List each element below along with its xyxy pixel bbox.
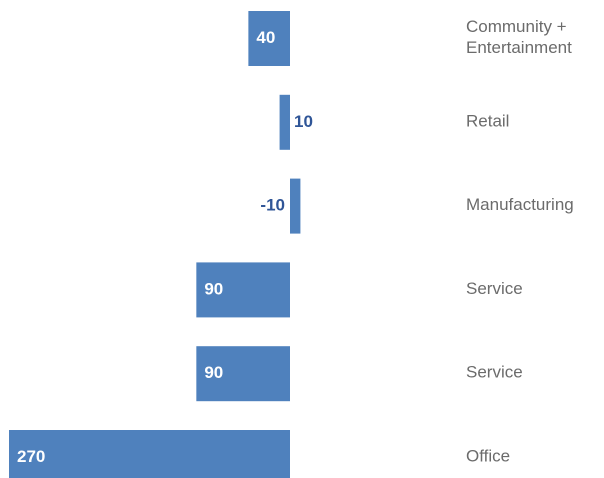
bar-value-label: 90 [204,363,223,382]
bar-row: -10 Manufacturing [260,178,574,234]
bar-value-label: 270 [17,447,45,466]
category-label-line: Retail [466,112,509,131]
bar-row: 270 Office [9,430,510,478]
category-label: Service [466,363,523,382]
bar [9,430,290,478]
category-label: Manufacturing [466,196,574,215]
category-label: Community + Entertainment [466,17,572,57]
category-label: Retail [466,112,509,131]
bar-row: 40 Community + Entertainment [248,11,572,66]
bar [196,346,290,402]
bar-row: 90 Service [196,262,523,318]
bar [290,178,301,234]
category-label-line: Entertainment [466,38,572,57]
bar-row: 90 Service [196,346,523,402]
category-label-line: Manufacturing [466,196,574,215]
bar [248,11,290,66]
category-label: Office [466,447,510,466]
category-label-line: Service [466,279,523,298]
bar [196,262,290,318]
bar-value-label: -10 [260,196,285,215]
bar-value-label: 90 [204,279,223,298]
category-label-line: Service [466,363,523,382]
category-label-line: Community + [466,17,567,36]
bar-row: 10 Retail [279,94,509,150]
bar-value-label: 10 [294,112,313,131]
category-label: Service [466,279,523,298]
bar [279,94,290,150]
bar-value-label: 40 [256,28,275,47]
category-label-line: Office [466,447,510,466]
